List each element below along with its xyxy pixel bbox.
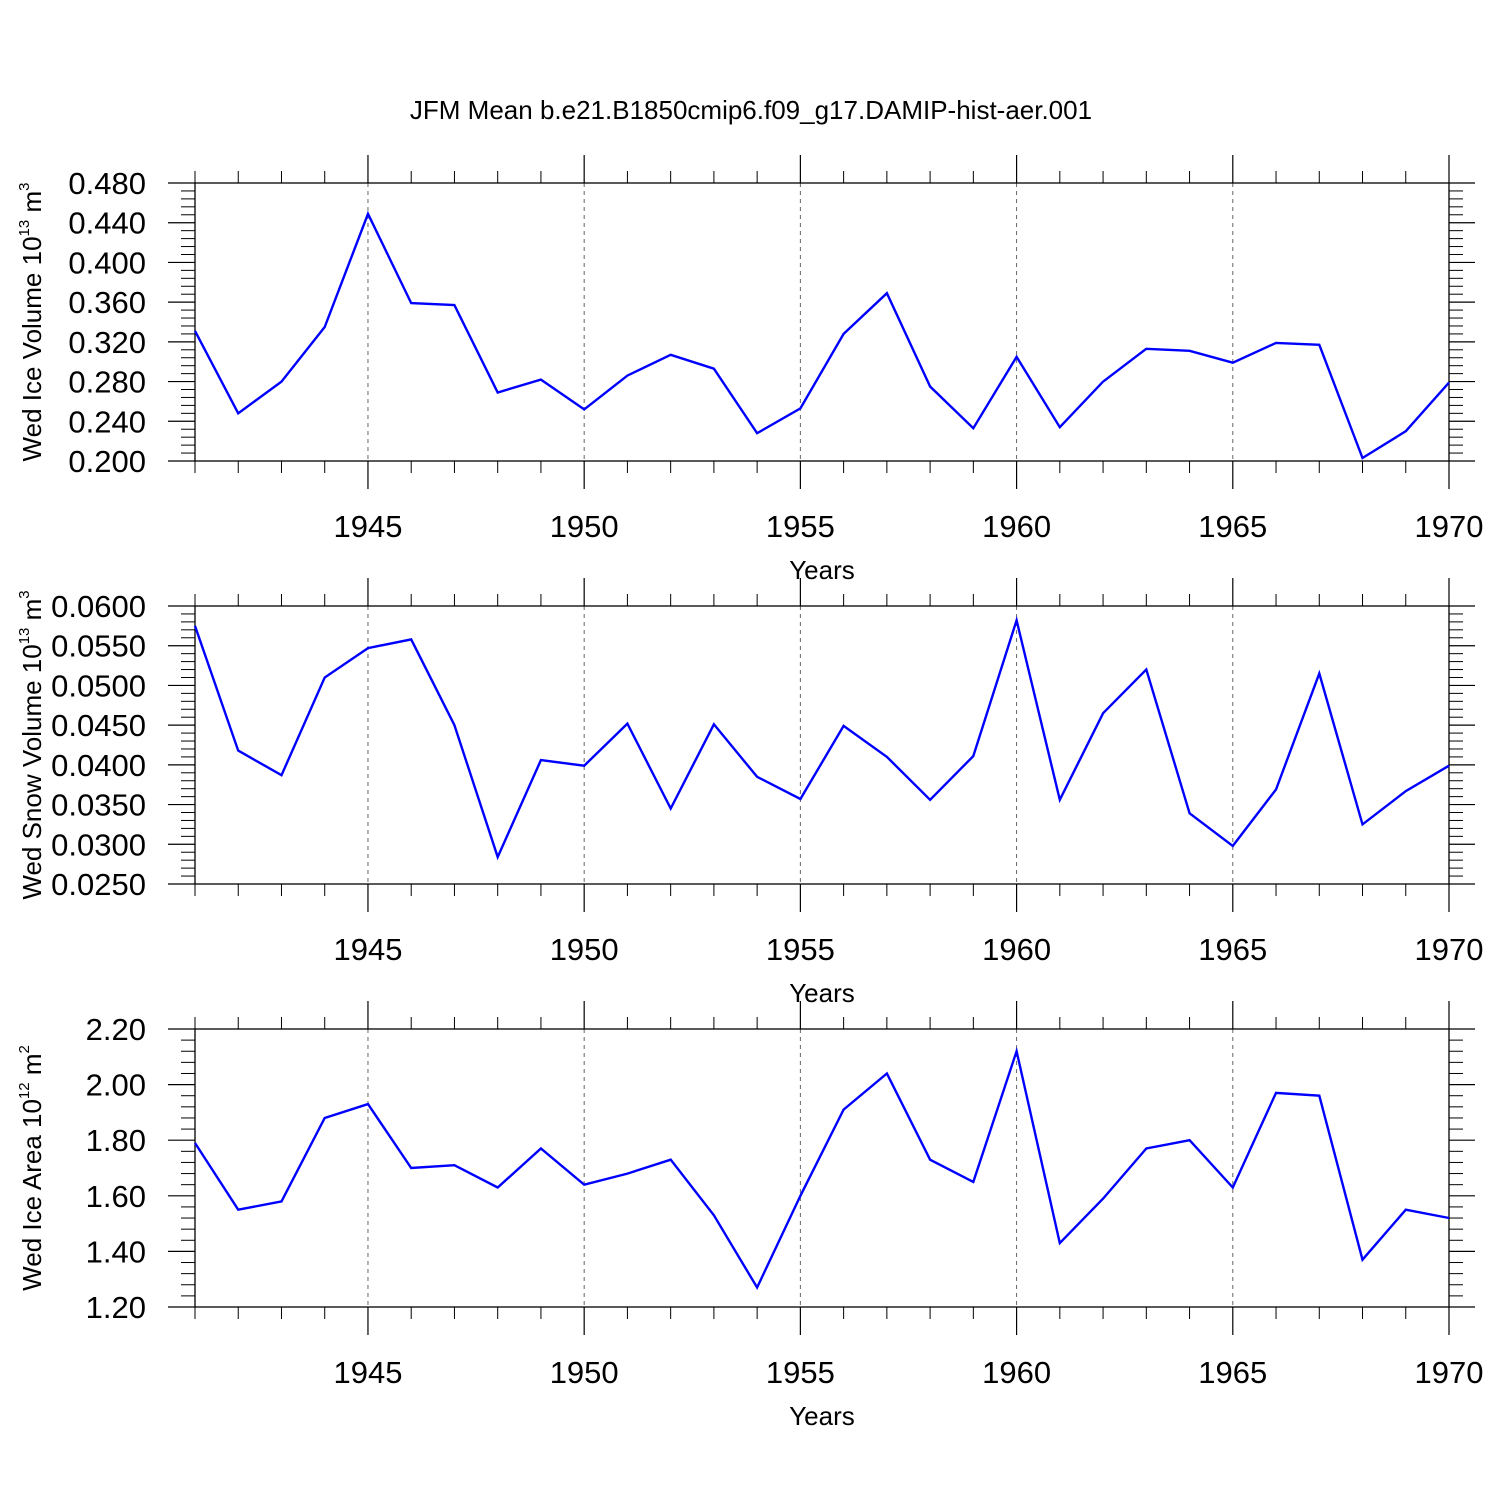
y-axis-label-exponent: 13 — [16, 628, 33, 645]
y-axis-label-unit-exponent: 2 — [16, 1045, 33, 1053]
x-axis-label: Years — [789, 978, 855, 1008]
y-tick-label: 0.400 — [68, 245, 146, 280]
y-tick-label: 0.280 — [68, 365, 146, 400]
y-tick-label: 0.480 — [68, 166, 146, 201]
x-tick-label: 1970 — [1415, 932, 1484, 967]
x-tick-label: 1950 — [550, 509, 619, 544]
x-axis-label: Years — [789, 555, 855, 585]
x-tick-label: 1945 — [333, 509, 402, 544]
y-tick-label: 2.20 — [86, 1012, 146, 1047]
plot-frame — [194, 605, 1450, 885]
y-tick-label: 0.320 — [68, 325, 146, 360]
y-tick-label: 2.00 — [86, 1068, 146, 1103]
y-tick-label: 1.60 — [86, 1179, 146, 1214]
x-tick-label: 1950 — [550, 932, 619, 967]
x-tick-label: 1955 — [766, 509, 835, 544]
y-axis-label-text: Wed Ice Area 10 — [17, 1099, 47, 1291]
chart-title: JFM Mean b.e21.B1850cmip6.f09_g17.DAMIP-… — [410, 95, 1092, 125]
panel-snow-volume: 0.0250 0.0300 0.0350 0.0400 0.0450 0.0500 0.05… — [16, 578, 1483, 1008]
y-tick-label: 0.0250 — [51, 867, 146, 902]
y-tick-label: 0.200 — [68, 444, 146, 479]
x-tick-label: 1960 — [982, 932, 1051, 967]
plot-frame — [194, 182, 1450, 462]
y-axis-label-unit-exponent: 3 — [16, 183, 33, 191]
y-tick-label: 0.0300 — [51, 827, 146, 862]
y-axis-label-unit: m — [17, 599, 47, 628]
panel-ice-area: 1.20 1.40 1.60 1.80 2.00 2.20 1945 1950 1955 1960… — [16, 1001, 1483, 1431]
series-line-snow-volume — [193, 615, 1450, 861]
y-axis-label: Wed Ice Area 1012 m2 — [16, 1045, 47, 1291]
y-tick-label: 0.0400 — [51, 748, 146, 783]
y-axis-label-exponent: 12 — [16, 1082, 33, 1099]
y-tick-label: 0.0350 — [51, 788, 146, 823]
y-axis-label-text: Wed Ice Volume 10 — [17, 236, 47, 461]
y-axis-label: Wed Ice Volume 1013 m3 — [16, 183, 47, 462]
x-tick-label: 1970 — [1415, 1355, 1484, 1390]
x-tick-label: 1945 — [333, 1355, 402, 1390]
y-tick-label: 0.0550 — [51, 629, 146, 664]
y-axis-label: Wed Snow Volume 1013 m3 — [16, 590, 47, 899]
x-tick-label: 1945 — [333, 932, 402, 967]
y-tick-label: 0.440 — [68, 206, 146, 241]
x-tick-label: 1965 — [1198, 932, 1267, 967]
x-tick-label: 1960 — [982, 509, 1051, 544]
x-tick-label: 1960 — [982, 1355, 1051, 1390]
y-tick-label: 0.360 — [68, 285, 146, 320]
y-tick-label: 0.240 — [68, 404, 146, 439]
y-tick-label: 1.80 — [86, 1123, 146, 1158]
series-line-ice-area — [193, 1046, 1450, 1291]
x-axis-label: Years — [789, 1401, 855, 1431]
x-tick-label: 1965 — [1198, 1355, 1267, 1390]
x-tick-label: 1955 — [766, 1355, 835, 1390]
x-tick-label: 1965 — [1198, 509, 1267, 544]
series-line-ice-volume — [193, 210, 1450, 460]
y-tick-label: 0.0500 — [51, 668, 146, 703]
x-tick-label: 1970 — [1415, 509, 1484, 544]
y-axis-label-unit: m — [17, 1054, 47, 1083]
y-axis-label-unit: m — [17, 191, 47, 220]
y-tick-label: 1.20 — [86, 1290, 146, 1325]
panels: 0.200 0.240 0.280 0.320 0.360 0.400 0.440 0.480… — [16, 155, 1483, 1431]
y-tick-label: 0.0450 — [51, 708, 146, 743]
panel-ice-volume: 0.200 0.240 0.280 0.320 0.360 0.400 0.440 0.480… — [16, 155, 1483, 585]
x-tick-label: 1955 — [766, 932, 835, 967]
y-tick-label: 0.0600 — [51, 589, 146, 624]
x-tick-label: 1950 — [550, 1355, 619, 1390]
y-axis-label-text: Wed Snow Volume 10 — [17, 644, 47, 899]
plot-frame — [194, 1028, 1450, 1308]
y-axis-label-exponent: 13 — [16, 220, 33, 237]
y-axis-label-unit-exponent: 3 — [16, 590, 33, 598]
y-tick-label: 1.40 — [86, 1234, 146, 1269]
